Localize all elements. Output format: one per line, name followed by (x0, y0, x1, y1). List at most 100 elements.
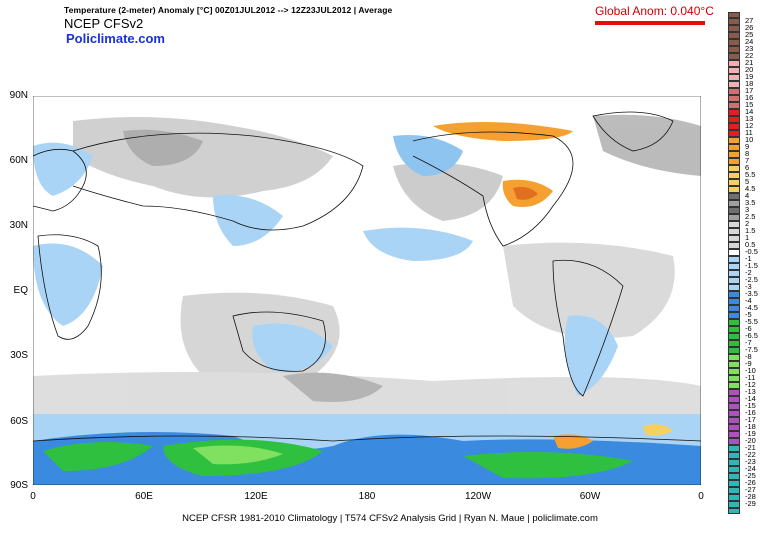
colorbar-cell (728, 424, 740, 431)
colorbar-label: -22 (745, 450, 756, 459)
lat-label-30n: 30N (9, 220, 28, 231)
colorbar-cell (728, 186, 740, 193)
lat-label-60s: 60S (10, 416, 28, 427)
siberia-dark-patch (123, 129, 203, 166)
greenland-gray (593, 114, 701, 176)
colorbar-cell (728, 158, 740, 165)
colorbar-label: 26 (745, 23, 754, 32)
lon-label-60w: 60W (579, 491, 601, 502)
colorbar-cell (728, 39, 740, 46)
colorbar-label: -13 (745, 387, 756, 396)
colorbar-label: -7.5 (745, 345, 758, 354)
colorbar-label: -7 (745, 338, 752, 347)
colorbar-label: 2 (745, 219, 750, 228)
colorbar-cell (728, 81, 740, 88)
colorbar-label: 12 (745, 121, 754, 130)
colorbar-cell (728, 298, 740, 305)
colorbar-cell (728, 256, 740, 263)
colorbar-cell (728, 501, 740, 508)
colorbar-label: -28 (745, 492, 756, 501)
colorbar-label: 10 (745, 135, 754, 144)
colorbar-cell (728, 347, 740, 354)
colorbar-label: -5.5 (745, 317, 758, 326)
colorbar-cell (728, 368, 740, 375)
colorbar-cell (728, 375, 740, 382)
colorbar-label: -20 (745, 436, 756, 445)
australia-outline (232, 311, 326, 372)
colorbar-label: -12 (745, 380, 756, 389)
colorbar-label: 23 (745, 44, 754, 53)
colorbar-label: 20 (745, 65, 754, 74)
colorbar-cell (728, 431, 740, 438)
brand-label: Policlimate.com (66, 31, 165, 46)
colorbar-bottom-arrow (728, 508, 740, 514)
south-asia-blue (213, 195, 283, 246)
colorbar-cell (728, 172, 740, 179)
colorbar-label: -14 (745, 394, 756, 403)
colorbar-cell (728, 137, 740, 144)
lat-label-90s: 90S (10, 480, 28, 491)
colorbar-cell (728, 263, 740, 270)
africa-blue-patch (33, 243, 103, 326)
colorbar-cell (728, 382, 740, 389)
colorbar-cell (728, 277, 740, 284)
colorbar-label: 13 (745, 114, 754, 123)
colorbar-label: 25 (745, 30, 754, 39)
colorbar-label: 3 (745, 205, 750, 214)
colorbar-cell (728, 473, 740, 480)
colorbar-cell (728, 144, 740, 151)
colorbar-label: 11 (745, 128, 753, 137)
canada-arctic-warm (433, 122, 573, 141)
colorbar-cell (728, 494, 740, 501)
anomaly-map (33, 96, 701, 485)
australia-blue (252, 323, 333, 372)
colorbar-label: 15 (745, 100, 754, 109)
colorbar-cell (728, 200, 740, 207)
colorbar-label: -10 (745, 366, 756, 375)
colorbar-label: 2.5 (745, 212, 756, 221)
colorbar-label: 6 (745, 163, 750, 172)
lon-label-120w: 120W (464, 491, 492, 502)
colorbar-cell (728, 74, 740, 81)
colorbar-label: 19 (745, 72, 754, 81)
colorbar-cell (728, 438, 740, 445)
colorbar-cell (728, 459, 740, 466)
colorbar-label: 4.5 (745, 184, 756, 193)
weddell-warm-spot (643, 424, 673, 436)
colorbar-cell (728, 466, 740, 473)
colorbar-cell (728, 123, 740, 130)
colorbar-cell (728, 396, 740, 403)
colorbar-label: -0.5 (745, 247, 758, 256)
colorbar-label: -27 (745, 485, 756, 494)
colorbar-label: -11 (745, 373, 756, 382)
colorbar-label: -29 (745, 499, 756, 508)
colorbar-cell (728, 95, 740, 102)
global-anomaly-underline (595, 21, 705, 25)
south-america-blue (564, 315, 618, 396)
colorbar-label: -17 (745, 415, 756, 424)
colorbar-cell (728, 487, 740, 494)
colorbar-cell (728, 67, 740, 74)
colorbar-cell (728, 312, 740, 319)
colorbar-label: -16 (745, 408, 756, 417)
colorbar-label: 14 (745, 107, 754, 116)
pacific-blue-patch (363, 227, 473, 261)
colorbar-label: -25 (745, 471, 756, 480)
lat-label-90n: 90N (9, 90, 28, 101)
colorbar-label: -6.5 (745, 331, 758, 340)
colorbar-label: -3 (745, 282, 752, 291)
colorbar-label: 1.5 (745, 226, 756, 235)
colorbar-label: -8 (745, 352, 752, 361)
colorbar-cell (728, 270, 740, 277)
colorbar-label: -26 (745, 478, 756, 487)
colorbar-label: -2 (745, 268, 752, 277)
colorbar-label: 1 (745, 233, 750, 242)
europe-outline (33, 148, 87, 212)
colorbar-label: -4.5 (745, 303, 758, 312)
footer-credit: NCEP CFSR 1981-2010 Climatology | T574 C… (182, 513, 598, 524)
colorbar-cell (728, 165, 740, 172)
colorbar-label: -18 (745, 422, 756, 431)
atlantic-gray (503, 242, 675, 338)
colorbar-cell (728, 46, 740, 53)
colorbar-cell (728, 193, 740, 200)
